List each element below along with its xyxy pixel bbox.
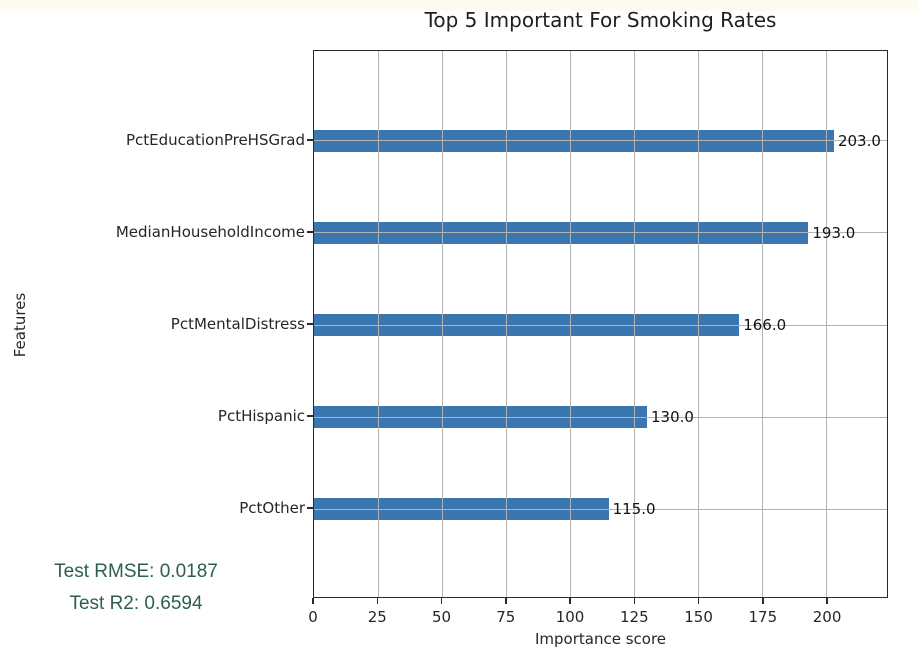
x-axis-label: Importance score (534, 630, 667, 648)
y-tick-mark (307, 139, 313, 141)
y-tick-mark (307, 231, 313, 233)
x-tick-mark (569, 598, 571, 604)
x-tick-label: 150 (684, 608, 713, 626)
bar-value-label: 115.0 (612, 500, 656, 519)
plot-area: 203.0 193.0 166.0 130.0 115.0 (313, 50, 888, 598)
y-tick-label: PctOther (239, 499, 305, 518)
h-gridline (314, 324, 887, 326)
x-tick-label: 100 (555, 608, 585, 626)
bar-value-label: 203.0 (837, 131, 881, 150)
chart-title: Top 5 Important For Smoking Rates (424, 8, 777, 32)
y-tick-mark (307, 415, 313, 417)
x-tick-label: 175 (748, 608, 778, 626)
x-tick-label: 75 (496, 608, 516, 626)
y-tick-mark (307, 507, 313, 509)
x-tick-mark (826, 598, 828, 604)
h-gridline (314, 416, 887, 418)
h-gridline (314, 140, 887, 142)
y-tick-label: PctEducationPreHSGrad (125, 130, 305, 149)
y-tick-label: MedianHouseholdIncome (115, 222, 305, 241)
x-tick-label: 0 (308, 608, 318, 626)
top-accent-strip (0, 0, 918, 11)
x-tick-mark (505, 598, 507, 604)
x-tick-label: 125 (619, 608, 649, 626)
x-tick-label: 25 (367, 608, 387, 626)
test-rmse-text: Test RMSE: 0.0187 (54, 561, 218, 582)
y-tick-mark (307, 323, 313, 325)
test-r2-text: Test R2: 0.6594 (69, 593, 203, 614)
bar-value-label: 130.0 (650, 408, 694, 426)
y-tick-label: PctMentalDistress (170, 315, 305, 333)
v-gridline (570, 51, 572, 597)
x-tick-label: 50 (431, 608, 452, 626)
h-gridline (314, 232, 887, 234)
v-gridline (634, 51, 636, 597)
x-tick-label: 200 (812, 608, 842, 626)
metrics-annotation: Test RMSE: 0.0187 Test R2: 0.6594 (0, 556, 272, 620)
y-tick-label: PctHispanic (217, 407, 305, 425)
x-tick-mark (633, 598, 636, 604)
v-gridline (378, 51, 380, 597)
x-tick-mark (762, 598, 764, 604)
v-gridline (442, 51, 444, 597)
bar-value-label: 193.0 (812, 223, 856, 242)
v-gridline (698, 51, 700, 597)
bar-value-label: 166.0 (743, 316, 787, 334)
x-tick-mark (440, 598, 443, 604)
x-tick-mark (376, 598, 378, 604)
v-gridline (506, 51, 508, 597)
x-tick-mark (312, 598, 314, 604)
x-tick-mark (697, 598, 700, 604)
v-gridline (762, 51, 764, 597)
v-gridline (826, 51, 828, 597)
h-gridline (314, 508, 887, 510)
